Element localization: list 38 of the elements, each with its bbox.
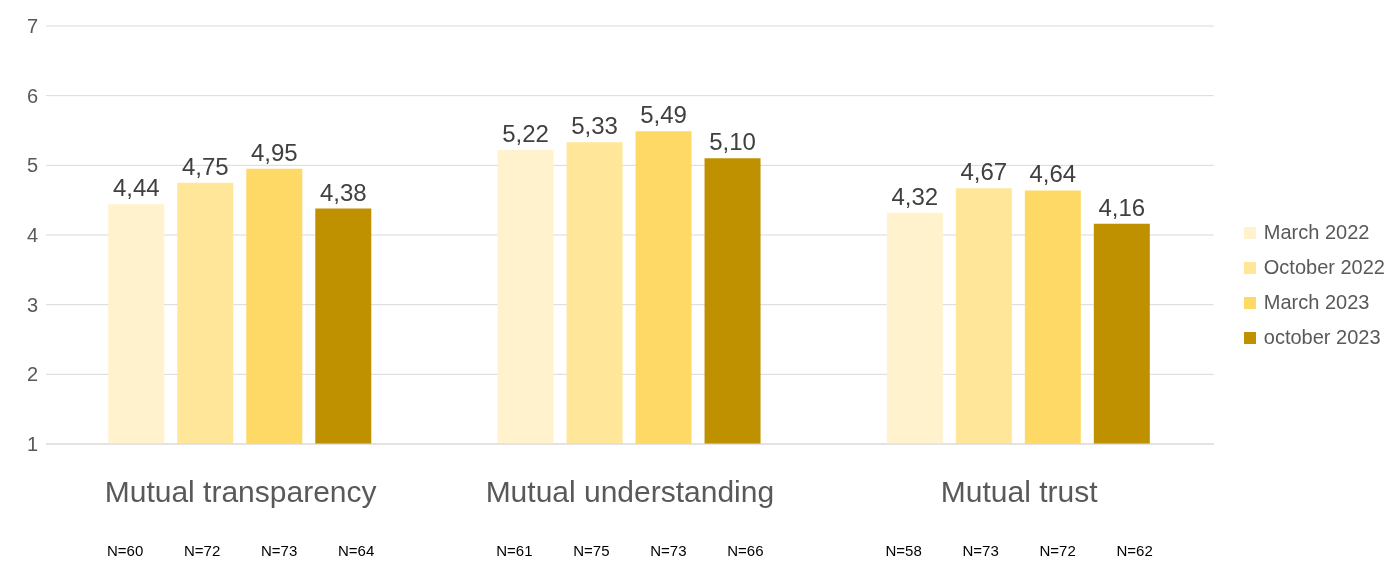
text: N=72 — [1039, 542, 1076, 559]
text: N=72 — [183, 542, 221, 559]
y-tick-label: 7 — [26, 15, 38, 38]
data-label: 4,44 — [112, 174, 160, 202]
text: N=73 — [650, 542, 687, 559]
data-label: 4,67 — [960, 158, 1008, 186]
text: N=75 — [573, 542, 610, 559]
data-label: 4,95 — [250, 138, 298, 166]
data-label: 4,32 — [891, 182, 939, 210]
text: N=73 — [260, 542, 298, 559]
legend-label: October 2022 — [1263, 256, 1385, 279]
data-label: 4,75 — [181, 152, 229, 180]
data-label: 5,49 — [640, 101, 687, 129]
data-label: 5,10 — [709, 128, 756, 156]
text: N=66 — [727, 542, 764, 559]
y-tick-label: 4 — [26, 224, 38, 247]
data-label: 4,64 — [1029, 160, 1077, 188]
x-tick-label: Mutual trust — [940, 475, 1099, 508]
data-label: 5,22 — [502, 120, 549, 148]
text: N=64 — [337, 542, 375, 559]
x-tick-label: Mutual understanding — [485, 475, 775, 508]
legend-label: March 2022 — [1263, 221, 1370, 244]
y-tick-label: 1 — [26, 433, 38, 456]
y-tick-label: 3 — [26, 293, 38, 316]
y-tick-label: 5 — [26, 154, 38, 177]
text: N=58 — [885, 542, 922, 559]
text: N=60 — [106, 542, 144, 559]
legend-label: March 2023 — [1263, 291, 1370, 314]
y-tick-label: 6 — [26, 84, 38, 107]
legend-label: october 2023 — [1263, 326, 1381, 349]
data-label: 4,38 — [319, 178, 367, 206]
x-tick-label: Mutual transparency — [104, 475, 377, 508]
y-tick-label: 2 — [26, 363, 38, 386]
data-label: 5,33 — [571, 112, 618, 140]
text: N=62 — [1116, 542, 1153, 559]
text: N=73 — [962, 542, 999, 559]
text: N=61 — [496, 542, 533, 559]
data-label: 4,16 — [1098, 193, 1146, 221]
